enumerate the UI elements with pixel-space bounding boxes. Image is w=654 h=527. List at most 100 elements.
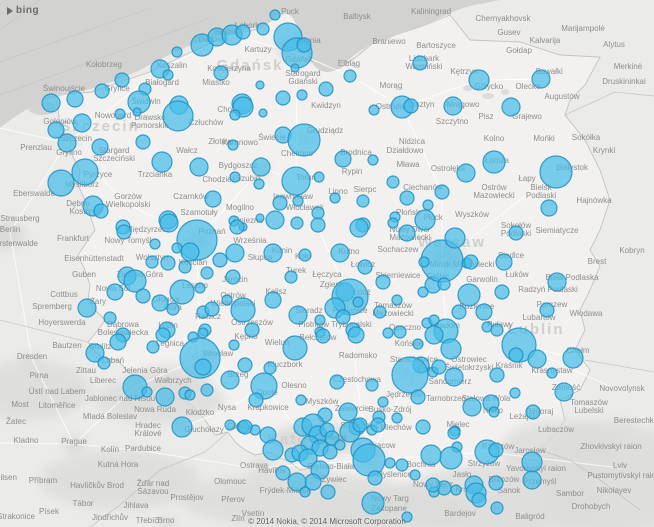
city-bubble[interactable]: [457, 283, 481, 307]
city-bubble[interactable]: [463, 254, 479, 270]
city-bubble[interactable]: [235, 24, 251, 40]
city-bubble[interactable]: [180, 242, 200, 262]
city-bubble[interactable]: [391, 412, 403, 424]
city-bubble[interactable]: [488, 475, 504, 491]
city-bubble[interactable]: [228, 339, 240, 351]
city-bubble[interactable]: [490, 501, 504, 515]
city-bubble[interactable]: [490, 323, 504, 337]
city-bubble[interactable]: [440, 338, 462, 360]
city-bubble[interactable]: [539, 155, 573, 189]
city-bubble[interactable]: [255, 80, 265, 90]
city-bubble[interactable]: [373, 305, 387, 319]
city-bubble[interactable]: [171, 46, 183, 58]
city-bubble[interactable]: [296, 37, 312, 53]
city-bubble[interactable]: [151, 151, 173, 173]
city-bubble[interactable]: [412, 55, 428, 71]
city-bubble[interactable]: [141, 386, 153, 398]
city-bubble[interactable]: [495, 253, 513, 271]
city-bubble[interactable]: [77, 298, 97, 318]
city-bubble[interactable]: [298, 448, 318, 468]
city-bubble[interactable]: [220, 370, 240, 390]
city-bubble[interactable]: [444, 227, 466, 249]
city-bubble[interactable]: [255, 213, 265, 223]
city-bubble[interactable]: [116, 224, 132, 240]
city-bubble[interactable]: [509, 387, 521, 399]
city-bubble[interactable]: [225, 269, 241, 285]
city-bubble[interactable]: [145, 255, 159, 269]
city-bubble[interactable]: [155, 327, 171, 343]
city-bubble[interactable]: [361, 491, 385, 515]
city-bubble[interactable]: [250, 372, 278, 400]
city-bubble[interactable]: [212, 252, 228, 268]
city-bubble[interactable]: [456, 163, 476, 183]
city-bubble[interactable]: [299, 486, 311, 498]
city-bubble[interactable]: [256, 22, 270, 36]
city-bubble[interactable]: [540, 199, 558, 217]
city-bubble[interactable]: [375, 274, 391, 290]
city-bubble[interactable]: [401, 511, 413, 523]
city-bubble[interactable]: [200, 266, 214, 280]
city-bubble[interactable]: [194, 282, 206, 294]
city-bubble[interactable]: [162, 69, 174, 81]
city-bubble[interactable]: [409, 469, 421, 481]
city-bubble[interactable]: [471, 492, 487, 508]
city-bubble[interactable]: [447, 426, 461, 440]
city-bubble[interactable]: [422, 199, 434, 211]
city-bubble[interactable]: [508, 347, 524, 363]
city-bubble[interactable]: [263, 361, 277, 375]
city-bubble[interactable]: [329, 192, 341, 204]
city-bubble[interactable]: [262, 439, 284, 461]
city-bubble[interactable]: [417, 286, 429, 298]
city-bubble[interactable]: [410, 389, 426, 405]
city-bubble[interactable]: [149, 238, 161, 250]
city-bubble[interactable]: [475, 303, 493, 321]
city-bubble[interactable]: [224, 419, 236, 431]
city-bubble[interactable]: [320, 484, 336, 500]
city-bubble[interactable]: [290, 216, 304, 230]
city-bubble[interactable]: [162, 100, 194, 132]
city-bubble[interactable]: [91, 138, 109, 156]
city-bubble[interactable]: [494, 284, 510, 300]
city-bubble[interactable]: [221, 294, 233, 306]
city-bubble[interactable]: [508, 225, 524, 241]
city-bubble[interactable]: [368, 104, 380, 116]
city-bubble[interactable]: [352, 296, 364, 308]
city-bubble[interactable]: [310, 217, 326, 233]
city-bubble[interactable]: [265, 210, 285, 230]
city-bubble[interactable]: [264, 291, 282, 309]
city-bubble[interactable]: [47, 169, 75, 197]
city-bubble[interactable]: [184, 389, 196, 401]
city-bubble[interactable]: [414, 209, 436, 231]
city-bubble[interactable]: [169, 279, 195, 305]
city-bubble[interactable]: [357, 259, 373, 275]
city-bubble[interactable]: [367, 470, 383, 486]
city-bubble[interactable]: [434, 184, 450, 200]
city-bubble[interactable]: [539, 302, 555, 318]
city-bubble[interactable]: [547, 272, 567, 292]
city-bubble[interactable]: [356, 194, 370, 208]
city-bubble[interactable]: [330, 243, 350, 263]
city-bubble[interactable]: [335, 309, 351, 325]
city-bubble[interactable]: [501, 97, 521, 117]
city-bubble[interactable]: [275, 465, 291, 481]
city-bubble[interactable]: [227, 139, 239, 151]
city-bubble[interactable]: [103, 311, 117, 325]
city-bubble[interactable]: [415, 419, 431, 435]
city-bubble[interactable]: [386, 175, 400, 189]
city-bubble[interactable]: [189, 157, 209, 177]
city-bubble[interactable]: [284, 270, 298, 284]
city-bubble[interactable]: [329, 374, 345, 390]
city-bubble[interactable]: [315, 328, 331, 344]
city-bubble[interactable]: [444, 367, 464, 387]
city-bubble[interactable]: [391, 294, 403, 306]
city-bubble[interactable]: [546, 367, 558, 379]
city-bubble[interactable]: [229, 219, 245, 235]
city-bubble[interactable]: [237, 357, 253, 373]
city-bubble[interactable]: [349, 218, 369, 238]
city-bubble[interactable]: [334, 150, 352, 168]
city-bubble[interactable]: [288, 305, 308, 325]
city-bubble[interactable]: [258, 108, 268, 118]
city-bubble[interactable]: [166, 302, 180, 316]
city-bubble[interactable]: [525, 404, 541, 420]
city-bubble[interactable]: [395, 458, 409, 472]
